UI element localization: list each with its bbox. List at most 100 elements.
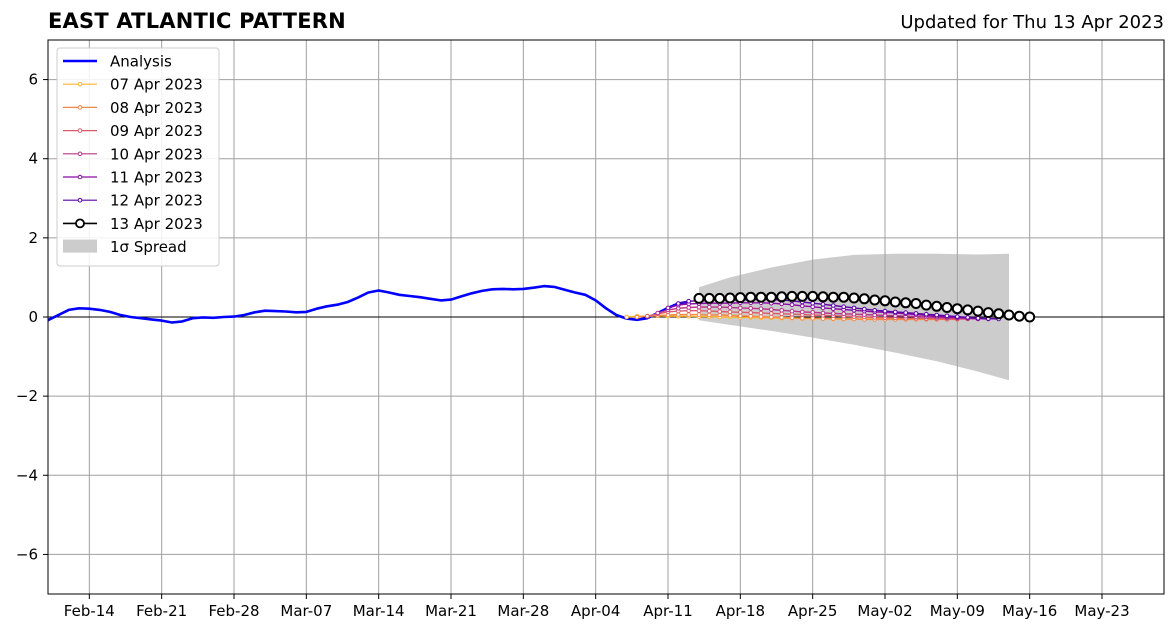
forecast-point xyxy=(769,307,774,312)
forecast-point xyxy=(745,291,757,303)
forecast-point xyxy=(789,302,795,308)
forecast-point xyxy=(748,313,754,319)
forecast-point xyxy=(717,309,723,314)
forecast-point xyxy=(758,310,764,316)
forecast-point xyxy=(848,292,860,304)
forecast-point xyxy=(655,310,661,316)
forecast-point xyxy=(944,313,950,319)
forecast-point xyxy=(934,312,940,318)
forecast-point xyxy=(707,308,712,314)
x-tick-label: May-02 xyxy=(857,602,912,620)
legend-label: 09 Apr 2023 xyxy=(110,122,203,140)
chart-title: EAST ATLANTIC PATTERN xyxy=(48,9,346,33)
x-tick-label: Mar-07 xyxy=(280,602,332,620)
forecast-point xyxy=(707,312,712,318)
forecast-point xyxy=(779,315,785,320)
forecast-point xyxy=(913,311,919,316)
forecast-point xyxy=(758,306,764,312)
x-tick-label: Apr-18 xyxy=(716,602,766,620)
forecast-point xyxy=(696,312,702,317)
x-tick-label: Apr-04 xyxy=(571,602,621,620)
series-layer xyxy=(47,284,1036,324)
forecast-point xyxy=(869,294,881,306)
forecast-point xyxy=(851,305,857,311)
forecast-point xyxy=(879,295,891,307)
forecast-point xyxy=(820,305,826,311)
forecast-point xyxy=(796,290,808,302)
forecast-point xyxy=(714,292,726,304)
legend-marker xyxy=(77,81,83,87)
chart-subtitle: Updated for Thu 13 Apr 2023 xyxy=(900,12,1164,33)
x-tick-label: May-16 xyxy=(1002,602,1057,620)
forecast-point xyxy=(841,311,847,317)
x-tick-label: Mar-14 xyxy=(353,602,405,620)
forecast-point xyxy=(827,291,839,303)
forecast-point xyxy=(645,313,650,319)
forecast-point xyxy=(738,305,743,311)
forecast-point xyxy=(851,311,857,317)
forecast-point xyxy=(724,292,736,304)
y-tick-label: −2 xyxy=(16,387,38,405)
analysis-line xyxy=(47,284,689,324)
forecast-point xyxy=(765,291,777,303)
legend-marker xyxy=(77,197,83,203)
x-tick-label: Apr-11 xyxy=(643,602,693,620)
legend-marker xyxy=(77,151,83,157)
y-tick-label: 2 xyxy=(28,229,38,247)
y-tick-label: 0 xyxy=(28,308,38,326)
forecast-point xyxy=(1013,310,1025,322)
forecast-point xyxy=(800,315,805,321)
forecast-point xyxy=(696,308,702,314)
forecast-point xyxy=(789,308,795,314)
forecast-point xyxy=(831,311,836,316)
forecast-point xyxy=(717,304,723,310)
legend-label: 11 Apr 2023 xyxy=(110,169,203,187)
forecast-point xyxy=(965,315,971,320)
forecast-point xyxy=(686,298,692,304)
forecast-point xyxy=(982,307,994,319)
forecast-point xyxy=(889,296,901,308)
x-tick-label: Feb-14 xyxy=(64,602,115,620)
forecast-point xyxy=(872,308,878,313)
legend-swatch xyxy=(63,239,97,253)
forecast-point xyxy=(841,304,847,310)
forecast-point xyxy=(951,303,963,315)
forecast-point xyxy=(779,301,785,307)
forecast-point xyxy=(920,299,932,311)
forecast-point xyxy=(634,314,640,320)
forecast-point xyxy=(1024,311,1036,323)
forecast-point xyxy=(707,304,712,310)
forecast-point xyxy=(779,308,785,313)
legend-box xyxy=(56,47,220,267)
forecast-point xyxy=(769,314,774,320)
forecast-point xyxy=(807,290,819,302)
forecast-point xyxy=(810,300,816,306)
forecast-point xyxy=(862,306,867,312)
legend-label: 12 Apr 2023 xyxy=(110,192,203,210)
forecast-point xyxy=(924,311,929,317)
forecast-point xyxy=(975,315,981,321)
forecast-point xyxy=(858,293,870,305)
x-tick-label: May-09 xyxy=(930,602,985,620)
legend-marker xyxy=(75,218,85,229)
legend-label: 13 Apr 2023 xyxy=(110,215,203,233)
forecast-point xyxy=(727,309,733,315)
legend-label: 10 Apr 2023 xyxy=(110,145,203,163)
x-tick-label: Mar-28 xyxy=(497,602,549,620)
y-tick-label: −6 xyxy=(16,545,38,563)
forecast-point xyxy=(810,310,816,315)
forecast-point xyxy=(703,292,715,304)
forecast-point xyxy=(755,291,767,303)
forecast-point xyxy=(962,304,974,316)
forecast-point xyxy=(665,305,671,311)
forecast-point xyxy=(696,304,702,310)
forecast-point xyxy=(838,291,850,303)
y-tick-label: −4 xyxy=(16,466,38,484)
forecast-point xyxy=(734,292,746,304)
forecast-point xyxy=(738,310,743,315)
forecast-point xyxy=(800,303,805,309)
forecast-point xyxy=(676,301,681,306)
forecast-series xyxy=(693,290,1036,323)
forecast-point xyxy=(789,315,795,321)
forecast-point xyxy=(727,305,733,310)
